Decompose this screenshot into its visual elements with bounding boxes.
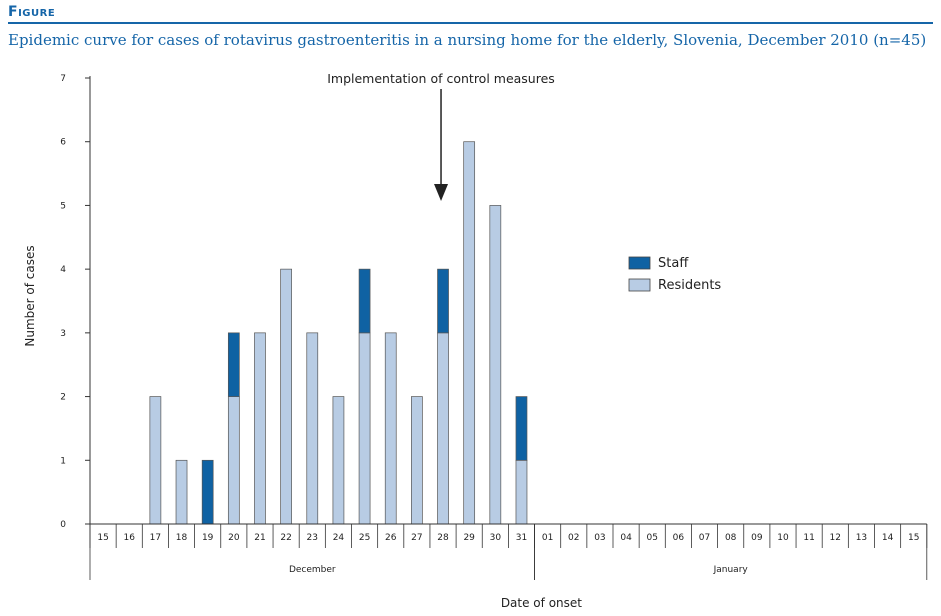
figure-title: Epidemic curve for cases of rotavirus ga… (8, 31, 927, 49)
x-tick-label: 04 (620, 533, 632, 543)
x-tick-label: 28 (437, 533, 449, 543)
x-tick-label: 27 (411, 533, 422, 543)
x-tick-label: 11 (803, 533, 814, 543)
x-tick-label: 12 (830, 533, 841, 543)
legend-residents-label: Residents (658, 278, 721, 293)
x-tick-label: 02 (568, 533, 579, 543)
bar-residents (306, 332, 319, 525)
y-tick-label: 1 (60, 456, 66, 466)
month-label: January (713, 565, 749, 575)
x-tick-label: 15 (908, 533, 919, 543)
x-tick-label: 20 (228, 533, 240, 543)
bar-staff (358, 268, 371, 334)
bar-staff (201, 459, 214, 525)
x-tick-label: 18 (176, 533, 188, 543)
x-tick-label: 15 (97, 533, 108, 543)
annotation-text: Implementation of control measures (327, 71, 555, 86)
y-tick-label: 3 (60, 329, 66, 339)
x-tick-label: 29 (463, 533, 475, 543)
bar-staff (515, 396, 528, 461)
month-label: December (289, 565, 336, 575)
y-axis: 0 1 2 3 4 5 6 7 (60, 74, 91, 530)
bar-residents (463, 141, 476, 525)
x-tick-label: 01 (542, 533, 553, 543)
bar-residents (437, 332, 449, 525)
x-tick-label: 16 (123, 533, 135, 543)
control-measures-annotation: Implementation of control measures (327, 71, 555, 201)
x-tick-label: 03 (594, 533, 605, 543)
y-tick-label: 2 (60, 393, 66, 403)
x-tick-label: 23 (307, 533, 318, 543)
legend-residents-swatch (628, 278, 651, 292)
y-tick-label: 4 (60, 265, 66, 275)
y-tick-label: 6 (60, 138, 66, 148)
x-tick-label: 07 (699, 533, 710, 543)
x-tick-label: 26 (385, 533, 397, 543)
y-tick-label: 5 (60, 201, 66, 211)
x-tick-label: 05 (646, 533, 657, 543)
x-tick-label: 22 (280, 533, 291, 543)
bar-residents (411, 396, 423, 525)
bar-residents (254, 332, 266, 525)
figure-rule (8, 22, 933, 24)
x-tick-label: 08 (725, 533, 737, 543)
x-axis: 15 16 17 18 19 20 21 22 23 24 25 26 27 28 29 30 31 01 02 03… (89, 523, 928, 580)
x-tick-label: 09 (751, 533, 763, 543)
bar-residents (515, 459, 528, 525)
bar-residents (384, 332, 397, 525)
bar-residents (227, 396, 240, 525)
bar-residents (175, 459, 188, 525)
bar-residents (149, 396, 162, 525)
bar-residents (489, 205, 502, 525)
x-axis-title: Date of onset (501, 596, 582, 610)
y-tick-label: 0 (60, 520, 66, 530)
figure-label: Figure (8, 4, 56, 20)
x-tick-label: 13 (856, 533, 867, 543)
legend: Staff Residents (628, 256, 721, 293)
x-tick-label: 24 (333, 533, 345, 543)
bar-staff (227, 332, 240, 397)
x-tick-label: 21 (254, 533, 265, 543)
bar-staff (437, 268, 449, 334)
x-tick-label: 06 (673, 533, 685, 543)
x-tick-label: 14 (882, 533, 894, 543)
y-axis-title: Number of cases (23, 245, 37, 346)
bars (149, 141, 528, 525)
legend-staff-label: Staff (658, 256, 689, 271)
annotation-arrow-head (434, 184, 449, 201)
bar-residents (358, 332, 371, 525)
bar-residents (332, 396, 345, 525)
x-tick-label: 25 (359, 533, 370, 543)
y-tick-label: 7 (60, 74, 66, 84)
x-tick-label: 17 (150, 533, 161, 543)
x-tick-label: 10 (777, 533, 789, 543)
bar-residents (280, 268, 292, 525)
x-tick-label: 19 (202, 533, 214, 543)
x-tick-label: 30 (490, 533, 502, 543)
x-tick-label: 31 (516, 533, 527, 543)
legend-staff-swatch (628, 256, 651, 270)
